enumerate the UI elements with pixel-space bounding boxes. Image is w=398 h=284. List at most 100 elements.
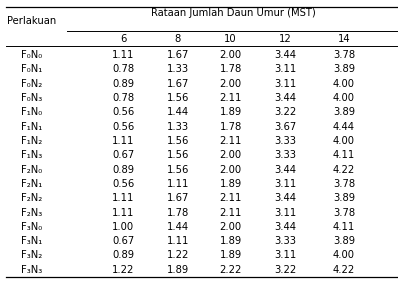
Text: 3.22: 3.22 <box>274 107 297 117</box>
Text: 1.33: 1.33 <box>167 122 189 131</box>
Text: 3.11: 3.11 <box>274 64 297 74</box>
Text: 3.44: 3.44 <box>274 93 296 103</box>
Text: F₁N₀: F₁N₀ <box>21 107 42 117</box>
Text: 3.78: 3.78 <box>333 50 355 60</box>
Text: 1.56: 1.56 <box>167 164 189 175</box>
Text: 3.44: 3.44 <box>274 193 296 203</box>
Text: 2.00: 2.00 <box>220 164 242 175</box>
Text: 10: 10 <box>224 34 237 44</box>
Text: 1.22: 1.22 <box>112 265 135 275</box>
Text: 4.00: 4.00 <box>333 250 355 260</box>
Text: 4.22: 4.22 <box>333 164 355 175</box>
Text: 1.67: 1.67 <box>167 79 189 89</box>
Text: 0.89: 0.89 <box>112 250 134 260</box>
Text: F₃N₀: F₃N₀ <box>21 222 42 232</box>
Text: 1.11: 1.11 <box>167 236 189 246</box>
Text: 1.56: 1.56 <box>167 150 189 160</box>
Text: F₁N₁: F₁N₁ <box>21 122 42 131</box>
Text: 3.89: 3.89 <box>333 193 355 203</box>
Text: 1.67: 1.67 <box>167 193 189 203</box>
Text: 3.33: 3.33 <box>274 150 296 160</box>
Text: 3.33: 3.33 <box>274 236 296 246</box>
Text: 3.89: 3.89 <box>333 64 355 74</box>
Text: 2.11: 2.11 <box>219 93 242 103</box>
Text: 3.33: 3.33 <box>274 136 296 146</box>
Text: F₃N₃: F₃N₃ <box>21 265 42 275</box>
Text: 4.00: 4.00 <box>333 79 355 89</box>
Text: 1.89: 1.89 <box>167 265 189 275</box>
Text: 1.11: 1.11 <box>167 179 189 189</box>
Text: 3.11: 3.11 <box>274 179 297 189</box>
Text: 4.11: 4.11 <box>333 150 355 160</box>
Text: 0.56: 0.56 <box>112 122 134 131</box>
Text: 3.11: 3.11 <box>274 208 297 218</box>
Text: 2.00: 2.00 <box>220 150 242 160</box>
Text: 1.11: 1.11 <box>112 208 135 218</box>
Text: 1.78: 1.78 <box>219 64 242 74</box>
Text: 4.00: 4.00 <box>333 136 355 146</box>
Text: 3.22: 3.22 <box>274 265 297 275</box>
Text: 1.11: 1.11 <box>112 136 135 146</box>
Text: 1.89: 1.89 <box>219 107 242 117</box>
Text: 2.11: 2.11 <box>219 193 242 203</box>
Text: 1.44: 1.44 <box>167 107 189 117</box>
Text: 0.56: 0.56 <box>112 107 134 117</box>
Text: 1.89: 1.89 <box>219 179 242 189</box>
Text: 6: 6 <box>120 34 126 44</box>
Text: 12: 12 <box>279 34 292 44</box>
Text: 1.67: 1.67 <box>167 50 189 60</box>
Text: 3.11: 3.11 <box>274 250 297 260</box>
Text: Rataan Jumlah Daun Umur (MST): Rataan Jumlah Daun Umur (MST) <box>151 9 316 18</box>
Text: 0.89: 0.89 <box>112 164 134 175</box>
Text: 0.67: 0.67 <box>112 150 134 160</box>
Text: F₂N₁: F₂N₁ <box>21 179 42 189</box>
Text: 4.11: 4.11 <box>333 222 355 232</box>
Text: F₂N₂: F₂N₂ <box>21 193 42 203</box>
Text: 2.11: 2.11 <box>219 208 242 218</box>
Text: F₁N₂: F₁N₂ <box>21 136 42 146</box>
Text: 3.44: 3.44 <box>274 164 296 175</box>
Text: 2.11: 2.11 <box>219 136 242 146</box>
Text: 4.22: 4.22 <box>333 265 355 275</box>
Text: F₀N₂: F₀N₂ <box>21 79 42 89</box>
Text: 1.56: 1.56 <box>167 136 189 146</box>
Text: 1.44: 1.44 <box>167 222 189 232</box>
Text: 3.89: 3.89 <box>333 236 355 246</box>
Text: 14: 14 <box>338 34 350 44</box>
Text: 2.00: 2.00 <box>220 222 242 232</box>
Text: 1.78: 1.78 <box>219 122 242 131</box>
Text: 0.78: 0.78 <box>112 64 134 74</box>
Text: 1.11: 1.11 <box>112 50 135 60</box>
Text: 3.67: 3.67 <box>274 122 297 131</box>
Text: 1.89: 1.89 <box>219 250 242 260</box>
Text: 3.89: 3.89 <box>333 107 355 117</box>
Text: 0.67: 0.67 <box>112 236 134 246</box>
Text: F₁N₃: F₁N₃ <box>21 150 42 160</box>
Text: 4.00: 4.00 <box>333 93 355 103</box>
Text: 1.11: 1.11 <box>112 193 135 203</box>
Text: 3.44: 3.44 <box>274 222 296 232</box>
Text: 0.89: 0.89 <box>112 79 134 89</box>
Text: 1.22: 1.22 <box>167 250 189 260</box>
Text: 3.78: 3.78 <box>333 208 355 218</box>
Text: F₀N₁: F₀N₁ <box>21 64 42 74</box>
Text: 3.44: 3.44 <box>274 50 296 60</box>
Text: 3.78: 3.78 <box>333 179 355 189</box>
Text: 1.89: 1.89 <box>219 236 242 246</box>
Text: 8: 8 <box>175 34 181 44</box>
Text: F₂N₀: F₂N₀ <box>21 164 42 175</box>
Text: 0.56: 0.56 <box>112 179 134 189</box>
Text: F₀N₀: F₀N₀ <box>21 50 42 60</box>
Text: F₀N₃: F₀N₃ <box>21 93 42 103</box>
Text: 1.00: 1.00 <box>112 222 134 232</box>
Text: 1.78: 1.78 <box>167 208 189 218</box>
Text: F₂N₃: F₂N₃ <box>21 208 42 218</box>
Text: F₃N₂: F₃N₂ <box>21 250 42 260</box>
Text: 2.00: 2.00 <box>220 79 242 89</box>
Text: 4.44: 4.44 <box>333 122 355 131</box>
Text: 1.56: 1.56 <box>167 93 189 103</box>
Text: 2.22: 2.22 <box>219 265 242 275</box>
Text: 0.78: 0.78 <box>112 93 134 103</box>
Text: 1.33: 1.33 <box>167 64 189 74</box>
Text: 2.00: 2.00 <box>220 50 242 60</box>
